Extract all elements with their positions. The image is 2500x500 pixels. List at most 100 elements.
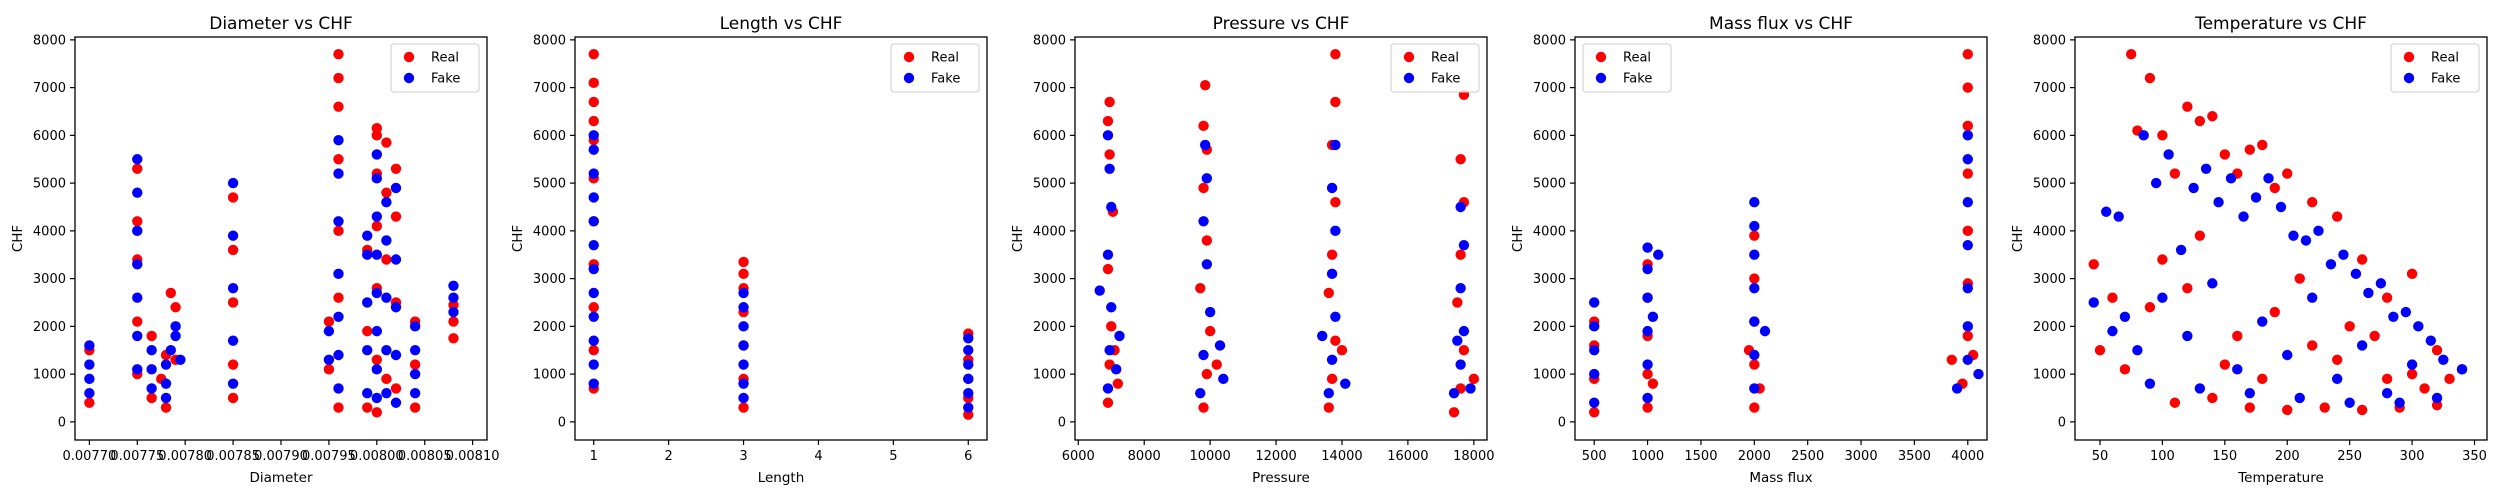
axes-frame [74, 36, 488, 441]
point-fake [1201, 173, 1213, 184]
y-tick-label: 4000 [2033, 224, 2066, 239]
x-tick-label: 0.00780 [158, 449, 212, 464]
y-tick-label: 3000 [1033, 272, 1066, 287]
point-real [2182, 101, 2193, 112]
point-fake [333, 311, 344, 323]
x-tick-label: 6000 [1062, 449, 1095, 464]
point-fake [362, 388, 373, 399]
point-fake [333, 349, 344, 361]
point-real [2107, 292, 2118, 303]
point-real [1589, 407, 1600, 418]
point-real [448, 333, 459, 344]
point-real [227, 392, 239, 404]
point-fake [1214, 340, 1226, 351]
point-fake [1962, 354, 1973, 365]
point-real [390, 211, 402, 222]
y-tick-label: 7000 [1033, 81, 1066, 96]
point-fake [588, 130, 599, 141]
y-tick-label: 8000 [1533, 33, 1566, 48]
point-real [2419, 383, 2430, 394]
point-fake [381, 197, 392, 208]
point-real [738, 402, 749, 413]
point-real [160, 402, 172, 413]
y-tick-label: 1000 [1033, 368, 1066, 383]
legend-label-fake: Fake [931, 72, 960, 87]
point-fake [2275, 201, 2287, 213]
point-real [1326, 373, 1338, 385]
point-fake [160, 392, 172, 404]
point-real [227, 359, 239, 370]
point-fake [409, 388, 421, 399]
point-fake [1973, 368, 1984, 380]
point-real [1198, 120, 1209, 132]
x-tick-label: 0.00805 [398, 449, 452, 464]
point-fake [2331, 373, 2343, 385]
point-fake [963, 359, 974, 370]
point-fake [1218, 373, 1229, 385]
x-tick-label: 4 [814, 449, 822, 464]
y-tick-label: 0 [2058, 415, 2066, 430]
point-fake [84, 388, 95, 399]
point-real [2144, 302, 2156, 313]
legend-label-fake: Fake [1431, 72, 1460, 87]
y-axis-label: CHF [2010, 225, 2026, 252]
point-fake [2438, 354, 2449, 365]
point-fake [2425, 335, 2437, 346]
point-real [738, 256, 749, 268]
point-real [132, 163, 143, 174]
point-fake [390, 349, 402, 361]
x-tick-label: 16000 [1387, 449, 1428, 464]
y-tick-label: 0 [1058, 415, 1066, 430]
point-real [2094, 345, 2106, 356]
point-fake [1330, 225, 1341, 237]
point-real [1198, 402, 1209, 413]
point-real [2294, 273, 2305, 284]
point-real [2244, 402, 2255, 413]
x-tick-label: 10000 [1189, 449, 1230, 464]
legend: Real Fake [1390, 43, 1480, 93]
point-real [381, 373, 392, 385]
point-real [1455, 249, 1466, 260]
point-fake [738, 359, 749, 370]
point-real [333, 154, 344, 165]
point-fake [371, 149, 383, 160]
axes-frame [1074, 36, 1488, 441]
y-tick-label: 2000 [533, 320, 566, 335]
point-fake [362, 230, 373, 241]
point-real [1962, 168, 1973, 179]
point-fake [2263, 173, 2274, 184]
point-fake [1455, 359, 1466, 370]
x-tick-label: 0.00775 [110, 449, 164, 464]
point-fake [1749, 383, 1760, 394]
chart-title: Temperature vs CHF [2194, 14, 2367, 34]
point-fake [1749, 249, 1760, 260]
point-fake [1094, 285, 1105, 296]
point-fake [146, 383, 157, 394]
x-tick-label: 1 [590, 449, 598, 464]
point-real [2307, 340, 2318, 351]
point-real [2406, 268, 2418, 280]
x-tick-label: 350 [2462, 449, 2487, 464]
point-real [1642, 368, 1653, 380]
point-real [1962, 120, 1973, 132]
point-fake [333, 268, 344, 280]
point-real [227, 192, 239, 203]
point-real [362, 402, 373, 413]
point-fake [1749, 349, 1760, 361]
point-real [1647, 378, 1659, 389]
point-fake [1111, 364, 1122, 375]
point-fake [1962, 197, 1973, 208]
point-real [1946, 354, 1957, 365]
y-tick-label: 7000 [2033, 81, 2066, 96]
x-tick-label: 2500 [1791, 449, 1824, 464]
axes-frame [574, 36, 988, 441]
point-fake [1642, 359, 1653, 370]
point-real [1104, 96, 1115, 108]
x-tick-label: 3500 [1898, 449, 1931, 464]
legend-label-fake: Fake [431, 72, 460, 87]
x-tick-label: 0.00785 [206, 449, 260, 464]
point-fake [371, 249, 383, 260]
point-real [2257, 139, 2268, 151]
legend: Real Fake [390, 43, 480, 93]
point-fake [1106, 201, 1117, 213]
